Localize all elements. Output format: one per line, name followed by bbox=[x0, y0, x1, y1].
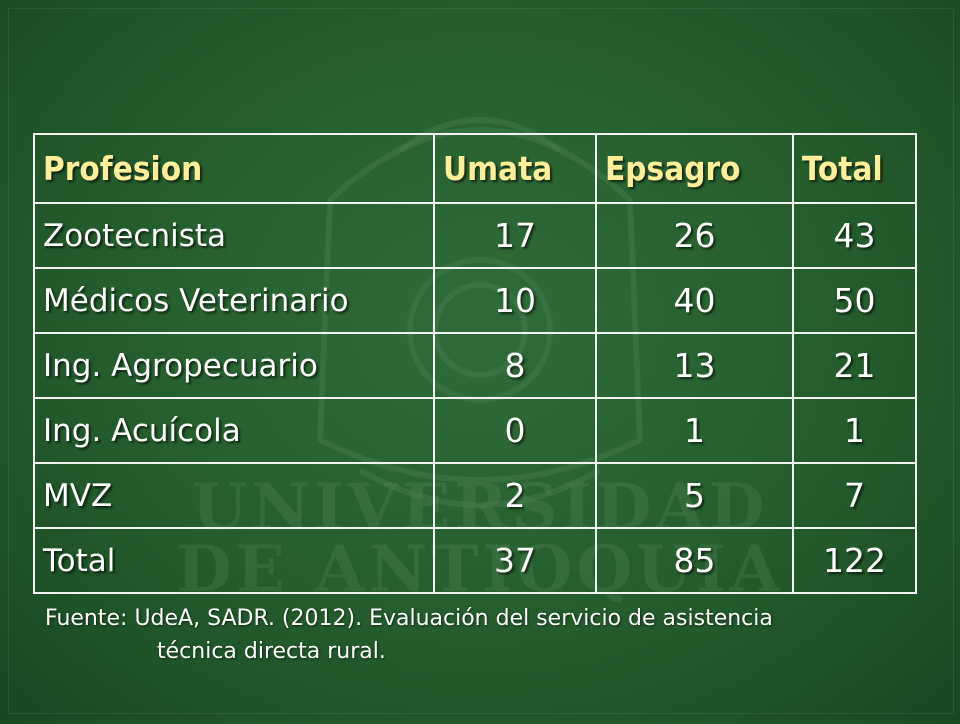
header-total: Total bbox=[792, 133, 917, 204]
cell-profesion: Total bbox=[33, 527, 435, 594]
source-line-1: Fuente: UdeA, SADR. (2012). Evaluación d… bbox=[45, 606, 773, 631]
source-line-2: técnica directa rural. bbox=[157, 639, 386, 664]
cell-profesion: Zootecnista bbox=[33, 202, 435, 269]
cell-umata: 0 bbox=[433, 397, 597, 464]
cell-total: 1 bbox=[792, 397, 917, 464]
cell-epsagro: 13 bbox=[595, 332, 794, 399]
cell-epsagro: 40 bbox=[595, 267, 794, 334]
header-umata: Umata bbox=[433, 133, 597, 204]
cell-epsagro: 26 bbox=[595, 202, 794, 269]
cell-total: 122 bbox=[792, 527, 917, 594]
cell-profesion: Médicos Veterinario bbox=[33, 267, 435, 334]
table-row: MVZ 2 5 7 bbox=[33, 462, 917, 529]
cell-umata: 37 bbox=[433, 527, 597, 594]
cell-epsagro: 5 bbox=[595, 462, 794, 529]
cell-total: 7 bbox=[792, 462, 917, 529]
slide-frame bbox=[8, 8, 954, 714]
header-profesion: Profesion bbox=[33, 133, 435, 204]
cell-epsagro: 85 bbox=[595, 527, 794, 594]
cell-total: 50 bbox=[792, 267, 917, 334]
cell-umata: 2 bbox=[433, 462, 597, 529]
table-row: Médicos Veterinario 10 40 50 bbox=[33, 267, 917, 334]
cell-umata: 17 bbox=[433, 202, 597, 269]
cell-total: 21 bbox=[792, 332, 917, 399]
cell-profesion: Ing. Agropecuario bbox=[33, 332, 435, 399]
cell-epsagro: 1 bbox=[595, 397, 794, 464]
table-total-row: Total 37 85 122 bbox=[33, 527, 917, 594]
profession-table: Profesion Umata Epsagro Total Zootecnist… bbox=[33, 133, 917, 594]
cell-umata: 10 bbox=[433, 267, 597, 334]
header-epsagro: Epsagro bbox=[595, 133, 794, 204]
table-header-row: Profesion Umata Epsagro Total bbox=[33, 133, 917, 204]
source-citation: Fuente: UdeA, SADR. (2012). Evaluación d… bbox=[45, 602, 925, 668]
cell-profesion: Ing. Acuícola bbox=[33, 397, 435, 464]
table-row: Zootecnista 17 26 43 bbox=[33, 202, 917, 269]
table-row: Ing. Acuícola 0 1 1 bbox=[33, 397, 917, 464]
cell-umata: 8 bbox=[433, 332, 597, 399]
cell-total: 43 bbox=[792, 202, 917, 269]
table-row: Ing. Agropecuario 8 13 21 bbox=[33, 332, 917, 399]
cell-profesion: MVZ bbox=[33, 462, 435, 529]
